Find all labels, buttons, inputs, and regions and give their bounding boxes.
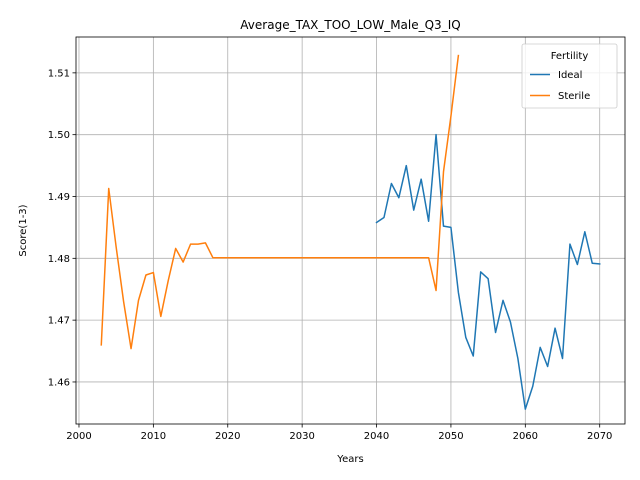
y-tick-label: 1.48 [48,254,70,265]
series-line-sterile [100,54,460,350]
x-tick-label: 2060 [513,431,538,442]
x-tick-label: 2000 [66,431,91,442]
legend-label-ideal: Ideal [558,70,582,81]
x-tick-label: 2040 [364,431,389,442]
x-tick-label: 2010 [141,431,166,442]
y-tick-label: 1.49 [48,192,70,203]
legend: Fertility Ideal Sterile [521,43,618,109]
legend-box [521,43,618,109]
chart-title: Average_TAX_TOO_LOW_Male_Q3_IQ [240,18,460,32]
legend-label-sterile: Sterile [558,91,590,102]
x-tick-label: 2050 [438,431,463,442]
x-tick-label: 2030 [289,431,314,442]
x-tick-label: 2020 [215,431,240,442]
y-tick-label: 1.46 [48,377,70,388]
y-tick-label: 1.50 [48,130,70,141]
y-axis-title: Score(1-3) [18,204,29,256]
x-tick-label: 2070 [587,431,612,442]
legend-items: Ideal Sterile [530,70,590,102]
y-tick-label: 1.47 [48,316,70,327]
series-line-ideal [375,133,601,410]
legend-title: Fertility [551,51,589,62]
axis-ticks: 2000 2010 2020 2030 2040 2050 2060 2070 1.46 1.47… [48,68,613,442]
series-lines [100,54,601,410]
x-axis-title: Years [336,454,363,465]
y-tick-label: 1.51 [48,68,70,79]
plot-frame [75,36,626,425]
